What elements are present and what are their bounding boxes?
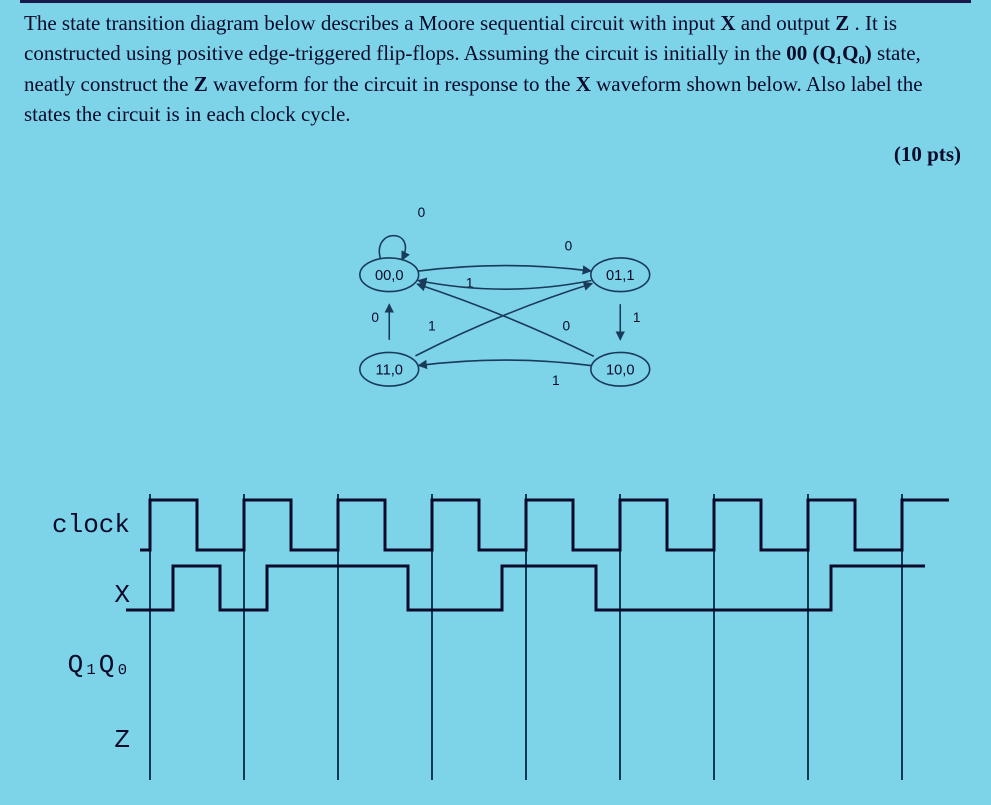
question-text: The state transition diagram below descr… bbox=[24, 8, 967, 130]
state-diagram: 0101100100,001,111,010,0 bbox=[330, 196, 690, 406]
svg-text:11,0: 11,0 bbox=[376, 363, 404, 379]
svg-text:00,0: 00,0 bbox=[375, 268, 404, 284]
top-rule bbox=[20, 0, 971, 3]
svg-text:0: 0 bbox=[565, 239, 573, 254]
points-label: (10 pts) bbox=[894, 142, 961, 167]
svg-text:10,0: 10,0 bbox=[606, 363, 635, 379]
label-clock: clock bbox=[10, 510, 130, 540]
svg-text:1: 1 bbox=[552, 373, 560, 388]
label-q: Q₁Q₀ bbox=[10, 650, 130, 680]
svg-text:0: 0 bbox=[418, 205, 426, 220]
timing-diagram: clock X Q₁Q₀ Z bbox=[0, 480, 991, 800]
svg-text:0: 0 bbox=[563, 318, 571, 333]
q-x: X bbox=[720, 11, 735, 35]
q-part: The state transition diagram below descr… bbox=[24, 11, 720, 35]
q-z2: Z bbox=[194, 72, 208, 96]
q-state00: 00 (Q₁Q₀) bbox=[786, 41, 872, 65]
svg-text:1: 1 bbox=[633, 310, 641, 325]
label-z: Z bbox=[10, 725, 130, 755]
svg-text:01,1: 01,1 bbox=[606, 268, 635, 284]
q-x2: X bbox=[576, 72, 591, 96]
svg-text:1: 1 bbox=[428, 318, 436, 333]
timing-svg bbox=[0, 480, 991, 800]
q-part: and output bbox=[741, 11, 836, 35]
q-z: Z bbox=[835, 11, 849, 35]
label-x: X bbox=[10, 580, 130, 610]
svg-text:0: 0 bbox=[371, 310, 379, 325]
q-part: waveform for the circuit in response to … bbox=[213, 72, 576, 96]
